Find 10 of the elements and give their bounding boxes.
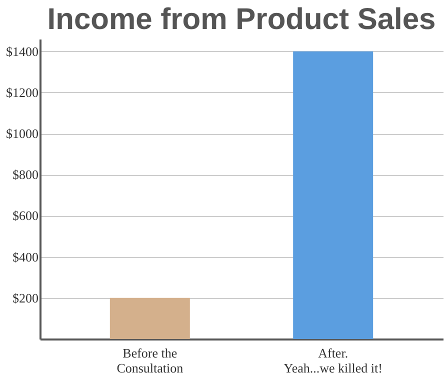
x-tick-label: Before the Consultation [116, 346, 184, 376]
y-tick-label: $200 [12, 290, 38, 306]
y-tick-label: $600 [12, 208, 38, 224]
y-tick-label: $400 [12, 249, 38, 264]
y-tick-label: $1400 [6, 44, 38, 59]
y-tick-label: $800 [12, 167, 38, 182]
y-tick-label: $1000 [6, 126, 38, 142]
x-tick-label: After. Yeah...we killed it! [284, 346, 382, 376]
chart-title: Income from Product Sales [47, 3, 436, 36]
y-tick-label: $1200 [6, 84, 38, 100]
